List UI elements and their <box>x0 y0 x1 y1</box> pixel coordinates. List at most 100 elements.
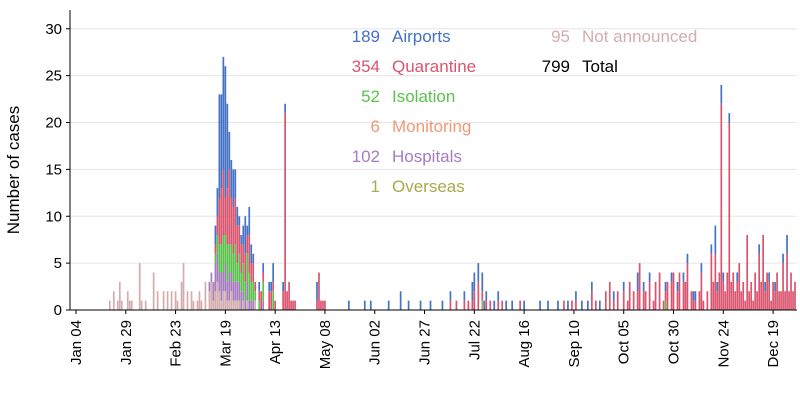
bar-segment-quarantine <box>591 291 593 310</box>
bar-segment-hospitals <box>210 272 213 282</box>
bar-segment-airports <box>686 253 689 264</box>
legend-count: 1 <box>371 177 380 196</box>
bar-segment-quarantine <box>563 300 565 311</box>
bar-segment-quarantine <box>732 272 735 310</box>
bar-segment-quarantine <box>712 281 715 311</box>
bar-segment-not-announced <box>152 272 155 310</box>
bar-segment-not-announced <box>220 300 223 311</box>
bar-segment-isolation <box>232 253 235 282</box>
bar-segment-isolation <box>216 235 219 254</box>
axes <box>66 10 797 314</box>
bar-segment-quarantine <box>702 300 705 311</box>
bar-segment-quarantine <box>710 253 713 310</box>
bar-segment-quarantine <box>455 300 458 311</box>
bar-segment-isolation <box>226 244 229 282</box>
bar-segment-not-announced <box>140 300 143 311</box>
bar-segment-quarantine <box>690 291 693 310</box>
bar-segment-quarantine <box>760 281 762 311</box>
bar-segment-quarantine <box>622 291 625 310</box>
bar-segment-quarantine <box>730 281 733 311</box>
bar-segment-quarantine <box>244 253 247 282</box>
bar-segment-not-announced <box>242 300 245 311</box>
x-tick-label: Aug 16 <box>516 320 533 368</box>
bar-segment-not-announced <box>216 281 219 311</box>
bar-segment-quarantine <box>288 281 290 311</box>
y-tick-label: 20 <box>45 115 62 132</box>
bar-segment-quarantine <box>575 300 577 311</box>
bar-segment-quarantine <box>632 291 635 310</box>
bar-segment-isolation <box>230 244 233 273</box>
bar-segment-airports <box>387 300 390 311</box>
bar-segment-not-announced <box>118 281 121 311</box>
bar-segment-airports <box>670 272 673 282</box>
bar-segment-airports <box>591 281 593 292</box>
x-tick-label: Oct 30 <box>666 320 683 364</box>
bar-segment-quarantine <box>636 291 639 310</box>
bar-segment-isolation <box>258 300 261 311</box>
bar-segment-airports <box>511 300 514 311</box>
bar-segment-not-announced <box>230 291 233 310</box>
bar-segment-hospitals <box>220 272 223 301</box>
bar-segment-quarantine <box>726 272 729 310</box>
x-tick-label: Jan 04 <box>68 320 85 365</box>
bar-segment-isolation <box>224 235 227 264</box>
bar-segment-hospitals <box>252 300 255 311</box>
bar-segment-airports <box>419 300 422 311</box>
bar-segment-not-announced <box>170 291 173 310</box>
bar-segment-isolation <box>262 281 265 301</box>
x-tick-label: Jun 02 <box>367 320 384 365</box>
bar-segment-airports <box>523 300 525 311</box>
bar-segment-quarantine <box>754 272 757 310</box>
bar-segment-not-announced <box>234 300 237 311</box>
bar-segment-quarantine <box>682 281 685 311</box>
bar-segment-isolation <box>214 253 217 264</box>
bar-segment-airports <box>720 85 723 104</box>
x-tick-label: Nov 24 <box>715 320 732 368</box>
bar-segment-hospitals <box>208 281 211 292</box>
bar-segment-quarantine <box>762 235 764 310</box>
bar-segment-quarantine <box>692 300 695 311</box>
legend-label: Total <box>582 57 618 76</box>
legend-count: 95 <box>551 27 570 46</box>
bar-segment-airports <box>636 272 639 292</box>
bar-segment-not-announced <box>228 300 231 311</box>
bar-segment-airports <box>284 103 286 114</box>
bar-segment-quarantine <box>736 281 739 311</box>
bar-segment-quarantine <box>216 216 219 235</box>
bar-segment-isolation <box>250 281 253 301</box>
bar-segment-airports <box>449 291 452 301</box>
bar-segment-airports <box>483 300 486 311</box>
bar-segment-quarantine <box>722 281 725 311</box>
bar-segment-quarantine <box>746 235 749 310</box>
bar-segment-airports <box>700 263 703 273</box>
bar-segment-airports <box>567 300 569 311</box>
bar-segment-quarantine <box>648 281 651 311</box>
bar-segment-quarantine <box>782 263 784 311</box>
bar-segment-quarantine <box>658 272 661 310</box>
bar-segment-airports <box>234 169 237 198</box>
legend-count: 52 <box>361 87 380 106</box>
bar-segment-quarantine <box>604 291 607 310</box>
bar-segment-quarantine <box>738 263 741 311</box>
bar-segment-quarantine <box>734 291 737 310</box>
bar-segment-not-announced <box>254 300 257 311</box>
bar-segment-not-announced <box>162 291 165 310</box>
bar-segment-airports <box>786 235 788 254</box>
y-tick-label: 30 <box>45 21 62 38</box>
bar-segment-isolation <box>272 291 275 310</box>
legend-label: Quarantine <box>392 57 476 76</box>
bar-segment-airports <box>222 56 225 170</box>
y-axis-label: Number of cases <box>4 106 23 235</box>
bar-segment-quarantine <box>776 272 778 310</box>
bar-segment-not-announced <box>218 291 221 310</box>
bar-segment-not-announced <box>210 281 213 311</box>
bar-segment-airports <box>664 281 667 292</box>
bar-segment-isolation <box>236 263 239 282</box>
bar-segment-airports <box>471 281 474 301</box>
bar-segment-quarantine <box>742 281 745 311</box>
bar-segment-not-announced <box>120 300 123 311</box>
bar-segment-quarantine <box>282 291 284 310</box>
x-tick-label: Jan 29 <box>118 320 135 365</box>
bar-segment-quarantine <box>222 169 225 236</box>
